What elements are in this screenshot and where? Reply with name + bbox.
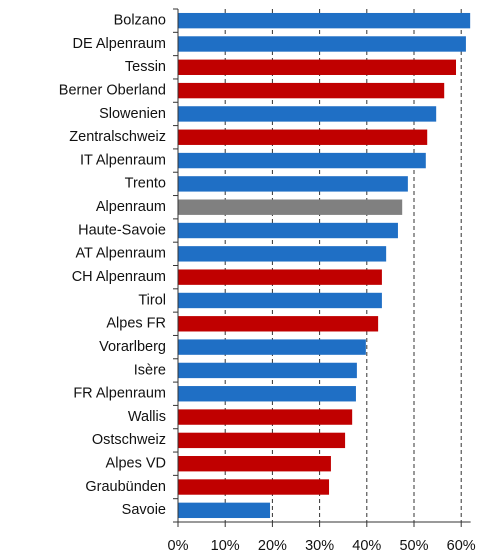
y-tick-label: Alpes FR xyxy=(106,316,166,332)
bar xyxy=(178,246,387,262)
y-tick-label: Isère xyxy=(134,362,166,378)
bar xyxy=(178,199,403,215)
y-tick-label: Wallis xyxy=(128,409,166,425)
bar xyxy=(178,152,426,169)
bar xyxy=(178,12,471,29)
x-tick-label: 10% xyxy=(211,538,240,554)
x-tick-label: 20% xyxy=(258,538,287,554)
bar xyxy=(178,269,382,285)
bar xyxy=(178,82,445,99)
x-tick-label: 60% xyxy=(447,538,476,554)
y-tick-label: IT Alpenraum xyxy=(80,152,166,168)
y-tick-label: Zentralschweiz xyxy=(69,129,166,145)
x-tick-label: 0% xyxy=(168,538,189,554)
y-tick-label: Berner Oberland xyxy=(59,82,166,98)
bar xyxy=(178,339,366,355)
y-tick-label: Savoie xyxy=(122,502,166,518)
bar xyxy=(178,176,408,192)
y-tick-label: Tessin xyxy=(125,59,166,75)
bar xyxy=(178,36,466,52)
x-tick-label: 30% xyxy=(305,538,334,554)
bar xyxy=(178,432,346,449)
bar xyxy=(178,59,457,75)
y-tick-label: CH Alpenraum xyxy=(72,269,166,285)
x-tick-label: 50% xyxy=(399,538,428,554)
y-tick-label: DE Alpenraum xyxy=(73,36,167,52)
y-tick-label: Alpenraum xyxy=(96,199,166,215)
bar xyxy=(178,456,331,472)
y-tick-label: Slowenien xyxy=(99,106,166,122)
y-tick-label: Tirol xyxy=(138,292,166,308)
y-tick-label: Alpes VD xyxy=(106,456,166,472)
y-tick-label: Bolzano xyxy=(114,12,166,28)
y-tick-label: Ostschweiz xyxy=(92,432,166,448)
bar xyxy=(178,292,382,309)
bar xyxy=(178,362,357,379)
bar xyxy=(178,386,356,402)
bar xyxy=(178,409,353,425)
bar xyxy=(178,316,379,332)
y-tick-label: Graubünden xyxy=(85,479,166,495)
bar xyxy=(178,502,271,519)
bar xyxy=(178,222,398,239)
bar xyxy=(178,479,330,495)
bar xyxy=(178,129,428,145)
y-tick-label: FR Alpenraum xyxy=(73,386,166,402)
bar xyxy=(178,106,437,122)
y-tick-label: AT Alpenraum xyxy=(75,246,166,262)
y-tick-label: Vorarlberg xyxy=(99,339,166,355)
y-tick-label: Trento xyxy=(125,176,166,192)
y-tick-label: Haute-Savoie xyxy=(78,222,166,238)
x-tick-label: 40% xyxy=(352,538,381,554)
